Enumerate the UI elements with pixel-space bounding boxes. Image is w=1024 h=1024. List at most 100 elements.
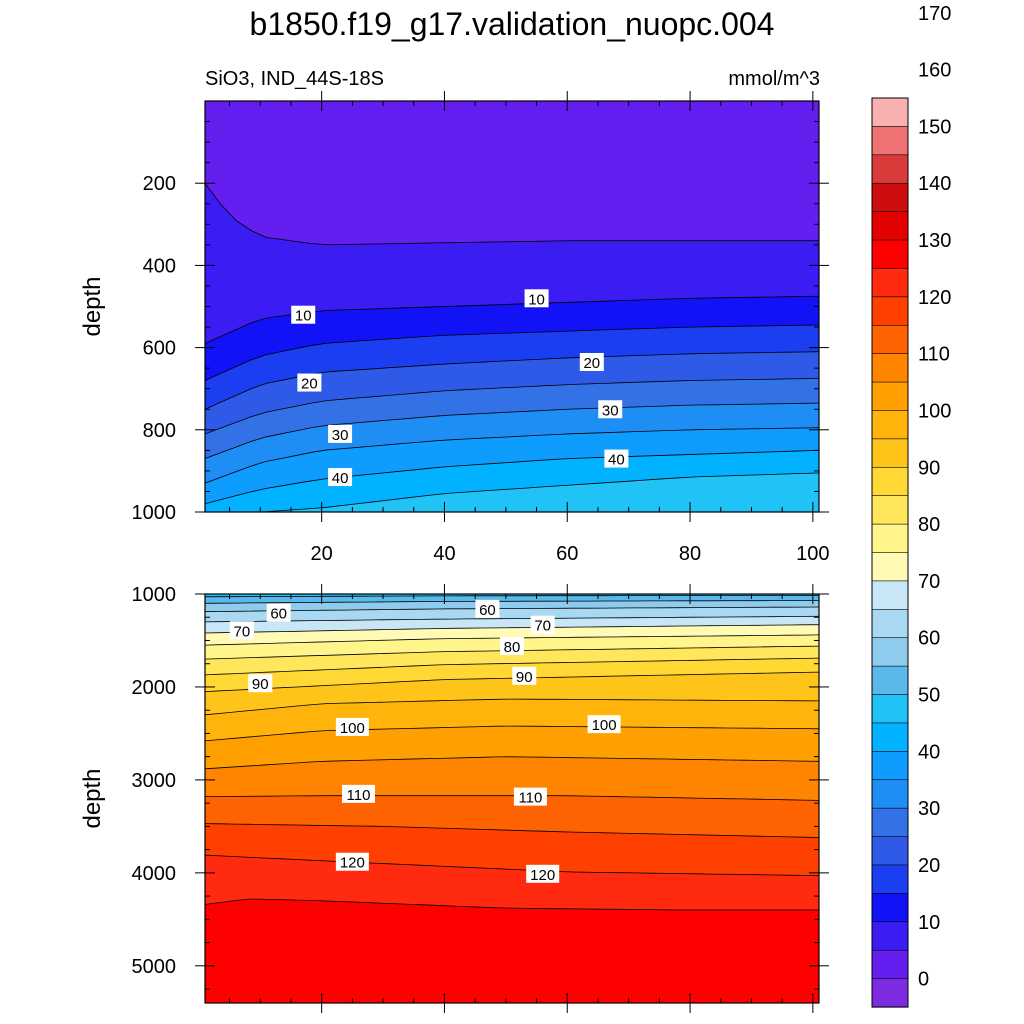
colorbar-tick-label: 60: [918, 628, 940, 650]
colorbar-tick-label: 110: [918, 344, 950, 366]
colorbar-swatch: [871, 694, 909, 724]
x-tick-label: 40: [433, 543, 455, 565]
contour-band-45: [205, 473, 819, 512]
colorbar-tick-label: 40: [918, 741, 940, 763]
contour-line-110: [205, 795, 819, 801]
contour-label-text: 110: [518, 790, 542, 807]
contour-label-12: 120: [526, 864, 560, 884]
colorbar-tick-label: 150: [918, 116, 951, 138]
x-tick-label: 20: [311, 543, 333, 565]
contour-label-text: 10: [528, 291, 545, 308]
contour-label-6: 40: [328, 468, 353, 487]
contour-line-90: [205, 671, 819, 692]
contour-label-5: 30: [598, 400, 623, 419]
colorbar-swatch: [871, 637, 909, 667]
colorbar-swatch: [871, 268, 909, 298]
colorbar: 0 10 20 30 40 50 60 70 80 90 100 110 120 130 140 150 160…: [871, 3, 951, 1008]
colorbar-tick-label: 140: [918, 173, 951, 195]
colorbar-tick-label: 90: [918, 457, 940, 479]
colorbar-swatch: [871, 949, 909, 980]
colorbar-swatch: [871, 381, 909, 412]
colorbar-tick-label: 100: [918, 400, 951, 422]
contour-line-100: [205, 725, 819, 742]
y-tick-label: 2000: [132, 677, 177, 699]
contour-label-10: 110: [513, 787, 547, 807]
contour-line-115: [205, 823, 819, 838]
colorbar-tick-label: 80: [918, 514, 940, 536]
x-tick-label: 60: [556, 543, 578, 565]
contour-label-5: 90: [248, 674, 273, 693]
contour-line-85: [205, 657, 819, 676]
contour-label-0: 60: [266, 603, 291, 623]
contour-label-text: 60: [270, 606, 287, 623]
contour-label-2: 20: [297, 373, 322, 393]
contour-label-6: 90: [512, 666, 537, 686]
contour-line-5: [205, 182, 819, 246]
colorbar-swatch: [871, 324, 909, 355]
contour-label-text: 30: [602, 402, 619, 419]
colorbar-swatch: [871, 296, 909, 326]
upper-panel: 10 10 20 20 30 30 40 40 20 40 60 80 100 200 400 600 800 1…: [79, 91, 830, 565]
contour-label-text: 90: [252, 676, 269, 693]
contour-label-4: 80: [500, 637, 524, 656]
x-tick-label: 80: [679, 543, 701, 565]
contour-label-text: 70: [233, 623, 250, 640]
contour-label-9: 110: [342, 784, 375, 804]
colorbar-swatch: [871, 893, 909, 923]
colorbar-swatch: [871, 410, 909, 440]
contour-label-text: 10: [295, 308, 312, 325]
contour-band-125: [205, 899, 819, 1003]
colorbar-swatch: [871, 609, 909, 639]
colorbar-swatch: [871, 864, 909, 894]
y-axis-label: depth: [79, 768, 106, 828]
y-tick-label: 200: [143, 173, 176, 195]
y-tick-label: 5000: [132, 956, 177, 978]
figure-title: b1850.f19_g17.validation_nuopc.004: [250, 6, 775, 42]
left-subtitle: SiO3, IND_44S-18S: [205, 68, 384, 90]
colorbar-swatch: [871, 438, 909, 468]
contour-label-text: 80: [504, 639, 521, 656]
contour-line-35: [205, 427, 819, 484]
contour-label-text: 20: [583, 355, 600, 372]
colorbar-swatch: [871, 552, 909, 582]
y-tick-label: 1000: [132, 584, 177, 606]
colorbar-swatch: [871, 239, 909, 270]
colorbar-tick-label: 120: [918, 287, 951, 309]
y-tick-label: 1000: [132, 502, 177, 524]
colorbar-swatch: [871, 211, 909, 241]
contour-label-8: 100: [587, 715, 621, 734]
contour-label-text: 120: [530, 867, 555, 884]
x-ticks: [229, 584, 814, 1013]
contour-label-7: 100: [335, 717, 369, 737]
contour-label-text: 100: [592, 717, 617, 734]
colorbar-swatch: [871, 466, 909, 497]
contour-line-40: [205, 449, 819, 505]
x-tick-label: 100: [796, 543, 829, 565]
contour-line-65: [205, 615, 819, 623]
contour-line-95: [205, 698, 819, 716]
contour-line-55: [205, 600, 819, 604]
y-tick-label: 400: [143, 255, 176, 277]
contour-line-25: [205, 378, 819, 435]
contour-line-70: [205, 624, 819, 634]
contour-label-text: 120: [340, 855, 365, 872]
y-tick-label: 600: [143, 338, 176, 360]
contour-line-60: [205, 606, 819, 613]
colorbar-tick-label: 30: [918, 798, 940, 820]
colorbar-swatch: [871, 978, 909, 1008]
colorbar-swatch: [871, 807, 909, 838]
plot-frame: [204, 593, 820, 1004]
contour-line-50: [205, 595, 819, 598]
contour-label-text: 40: [608, 452, 625, 469]
colorbar-swatch: [871, 97, 909, 128]
colorbar-tick-label: 20: [918, 855, 940, 877]
colorbar-swatch: [871, 495, 909, 525]
contour-label-0: 10: [291, 305, 316, 325]
colorbar-tick-label: 70: [918, 571, 940, 593]
contour-line-45: [205, 472, 819, 512]
colorbar-swatch: [871, 182, 909, 213]
contour-label-text: 60: [479, 602, 496, 619]
colorbar-swatch: [871, 665, 909, 696]
colorbar-swatch: [871, 779, 909, 809]
colorbar-tick-label: 0: [918, 969, 929, 991]
